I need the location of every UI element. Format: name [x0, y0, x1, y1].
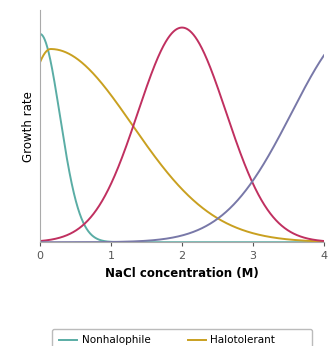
Extreme halophile: [322, 53, 326, 57]
Halotolerant: [314, 239, 318, 243]
Extreme halophile: [262, 162, 266, 166]
Legend: Nonhalophile, Moderate halophile, Halotolerant, Extreme halophile: Nonhalophile, Moderate halophile, Haloto…: [52, 329, 312, 346]
Y-axis label: Growth rate: Growth rate: [21, 91, 34, 162]
Nonhalophile: [262, 240, 266, 244]
Halotolerant: [322, 239, 326, 244]
Halotolerant: [169, 175, 173, 179]
Nonhalophile: [314, 240, 318, 244]
Moderate halophile: [169, 33, 173, 37]
Line: Nonhalophile: Nonhalophile: [40, 34, 324, 242]
Moderate halophile: [176, 26, 180, 30]
Halotolerant: [49, 47, 53, 51]
Halotolerant: [314, 239, 318, 243]
Extreme halophile: [176, 234, 180, 238]
Line: Halotolerant: Halotolerant: [40, 49, 324, 242]
Halotolerant: [53, 47, 57, 51]
Nonhalophile: [322, 240, 326, 244]
Moderate halophile: [322, 239, 326, 243]
Halotolerant: [38, 60, 42, 64]
Extreme halophile: [314, 66, 318, 70]
Moderate halophile: [262, 202, 266, 206]
Moderate halophile: [38, 239, 42, 243]
Nonhalophile: [52, 81, 56, 85]
Nonhalophile: [314, 240, 318, 244]
Nonhalophile: [176, 240, 180, 244]
Moderate halophile: [180, 26, 184, 30]
Nonhalophile: [38, 32, 42, 36]
Extreme halophile: [169, 236, 173, 240]
Extreme halophile: [314, 66, 318, 71]
Extreme halophile: [38, 240, 42, 244]
Line: Extreme halophile: Extreme halophile: [40, 55, 324, 242]
Line: Moderate halophile: Moderate halophile: [40, 28, 324, 241]
Moderate halophile: [314, 238, 318, 242]
Halotolerant: [176, 183, 180, 187]
Nonhalophile: [169, 240, 173, 244]
Moderate halophile: [52, 237, 56, 241]
X-axis label: NaCl concentration (M): NaCl concentration (M): [105, 267, 259, 280]
Halotolerant: [262, 234, 266, 238]
Extreme halophile: [52, 240, 56, 244]
Moderate halophile: [314, 238, 318, 242]
